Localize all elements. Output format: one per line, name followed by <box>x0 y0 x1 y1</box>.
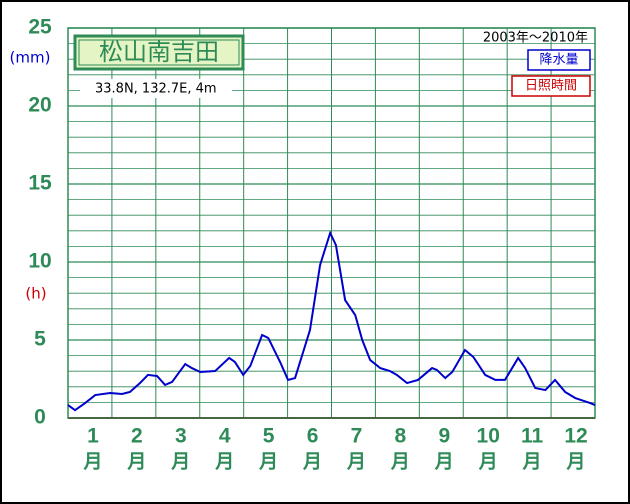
x-tick-label: 11 <box>521 425 544 448</box>
x-tick-label: 3 <box>175 425 187 448</box>
location-bg <box>80 79 232 98</box>
x-unit: 月 <box>214 451 234 473</box>
y-unit: (mm) <box>10 49 51 67</box>
x-unit: 月 <box>302 451 322 473</box>
legend-label: 日照時間 <box>525 79 577 94</box>
y-tick-label: 5 <box>34 328 46 351</box>
x-unit: 月 <box>434 451 454 473</box>
chart-title: 松山南吉田 <box>99 38 219 66</box>
x-unit: 月 <box>346 451 366 473</box>
y2-unit: (h) <box>25 285 46 303</box>
y-tick-label: 15 <box>28 172 52 195</box>
y-tick-label: 25 <box>28 16 52 39</box>
legend-label: 降水量 <box>539 53 578 68</box>
x-tick-label: 4 <box>219 425 231 448</box>
x-unit: 月 <box>82 451 102 473</box>
x-unit: 月 <box>566 451 586 473</box>
x-unit: 月 <box>522 451 542 473</box>
x-tick-label: 10 <box>477 425 500 448</box>
y-tick-label: 0 <box>34 406 46 429</box>
plot-border <box>67 27 596 419</box>
y-tick-label: 20 <box>28 94 51 117</box>
x-tick-label: 12 <box>564 425 587 448</box>
location: 33.8N, 132.7E, 4m <box>95 82 217 97</box>
legend-box <box>527 49 591 71</box>
x-unit: 月 <box>390 451 410 473</box>
x-tick-label: 2 <box>131 425 143 448</box>
title-box <box>73 34 245 71</box>
period: 2003年〜2010年 <box>483 31 588 46</box>
x-tick-label: 8 <box>395 425 407 448</box>
x-tick-label: 5 <box>263 425 275 448</box>
x-unit: 月 <box>478 451 498 473</box>
x-unit: 月 <box>258 451 278 473</box>
x-tick-label: 1 <box>87 425 99 448</box>
x-tick-label: 6 <box>307 425 319 448</box>
title-box-inner <box>78 39 240 66</box>
x-tick-label: 7 <box>351 425 363 448</box>
x-unit: 月 <box>126 451 146 473</box>
legend-box <box>511 75 591 97</box>
data-line <box>67 230 596 412</box>
x-tick-label: 9 <box>438 425 450 448</box>
x-unit: 月 <box>170 451 190 473</box>
y-tick-label: 10 <box>28 250 51 273</box>
